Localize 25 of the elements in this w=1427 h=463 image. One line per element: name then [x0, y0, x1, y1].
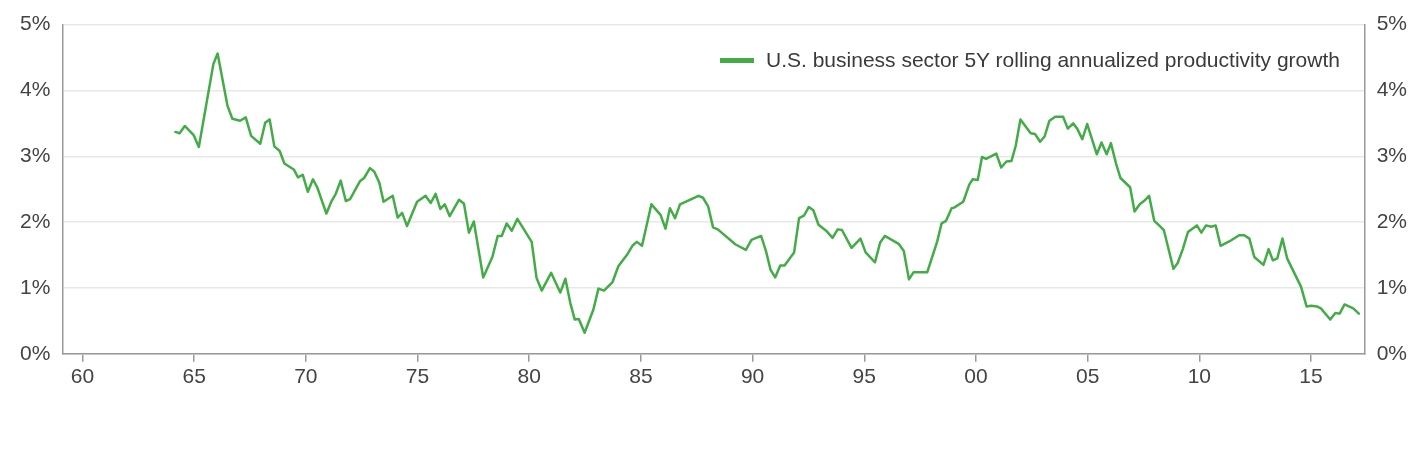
x-tick-label: 15: [1299, 364, 1323, 388]
x-tick-label: 65: [182, 364, 206, 388]
x-tick-label: 70: [294, 364, 318, 388]
y-tick-label: 3%: [19, 143, 51, 167]
y2-tick-label: 4%: [1376, 77, 1408, 101]
y2-tick-label: 5%: [1376, 11, 1408, 35]
x-tick-label: 10: [1187, 364, 1212, 388]
y-tick-label: 1%: [19, 274, 51, 298]
x-tick-label: 60: [70, 364, 95, 388]
x-tick-label: 75: [405, 364, 430, 388]
y-tick-label: 4%: [19, 77, 51, 101]
y2-tick-label: 1%: [1376, 274, 1408, 298]
y-tick-label: 2%: [19, 208, 51, 232]
y2-tick-label: 2%: [1376, 208, 1408, 232]
y2-tick-label: 3%: [1376, 143, 1408, 167]
y-tick-label: 0%: [19, 340, 51, 364]
y2-tick-label: 0%: [1376, 340, 1408, 364]
x-tick-label: 90: [740, 364, 765, 388]
x-tick-label: 80: [517, 364, 541, 388]
x-tick-label: 95: [852, 364, 876, 388]
x-tick-label: 05: [1075, 364, 1100, 388]
y-tick-label: 5%: [19, 11, 51, 35]
x-tick-label: 85: [629, 364, 653, 388]
legend-label: U.S. business sector 5Y rolling annualized productivity growth: [766, 48, 1340, 72]
x-tick-label: 00: [964, 364, 988, 388]
